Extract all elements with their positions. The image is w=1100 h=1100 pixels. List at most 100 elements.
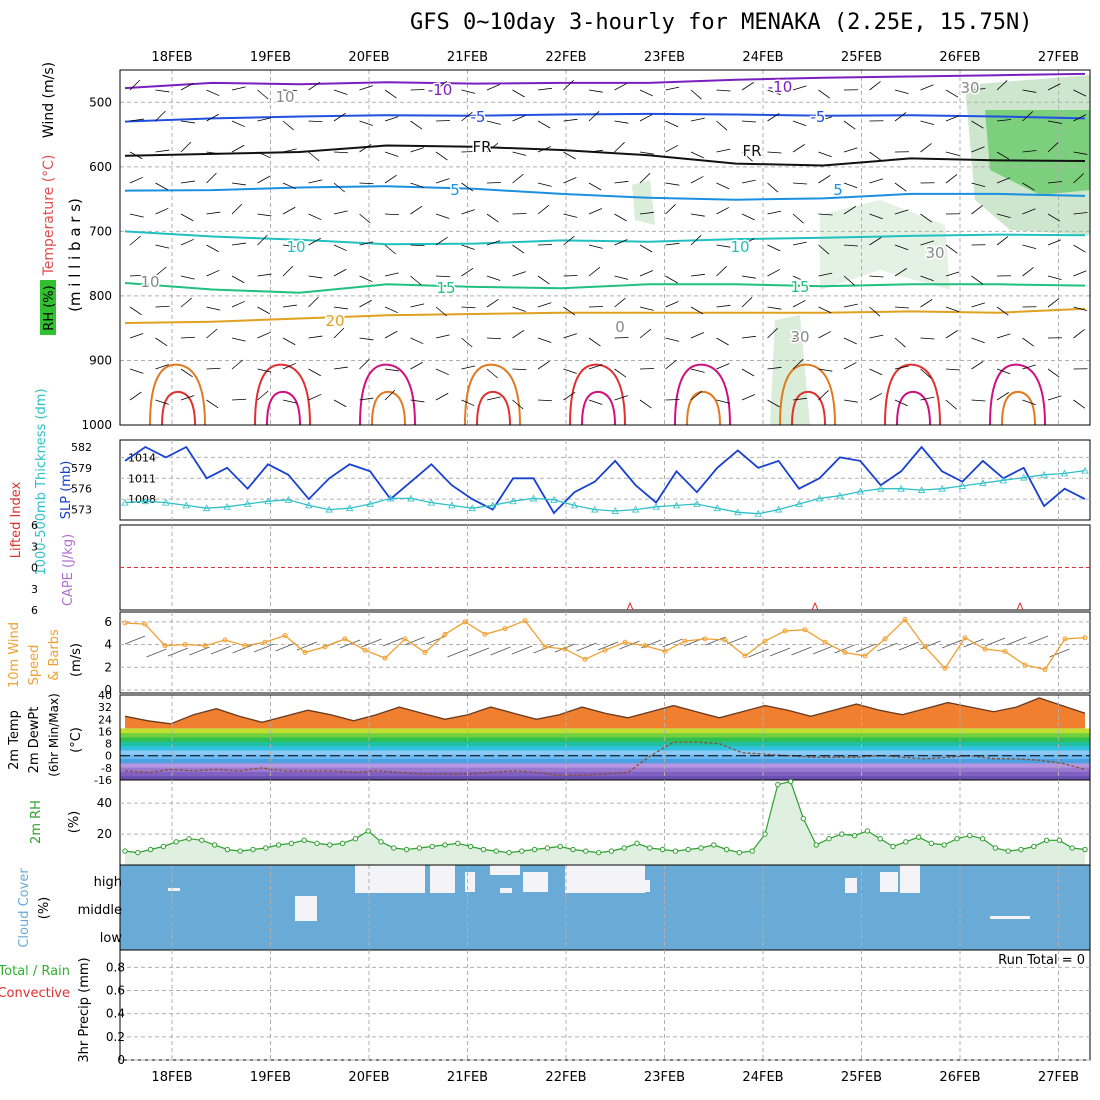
day-label-bottom: 23FEB — [644, 1070, 685, 1085]
dewpoint-line — [124, 741, 1086, 777]
wind-barb — [384, 306, 398, 314]
wind-barb — [690, 390, 703, 401]
wind-speed-marker — [142, 621, 148, 627]
pressure-tick: 700 — [89, 224, 112, 238]
isotherm-label: FR — [472, 138, 491, 156]
thickness-marker — [468, 504, 476, 512]
rh2m-unit: (%) — [67, 811, 82, 834]
wind-barb — [155, 244, 170, 249]
temp-color-band — [120, 762, 1090, 768]
wind-barb — [665, 359, 677, 370]
wind-barb — [435, 178, 450, 184]
surface-barb — [554, 643, 576, 653]
wind-barb — [920, 143, 932, 153]
slp-tick: 1014 — [128, 451, 156, 464]
warm-contour — [686, 390, 721, 426]
wind-barb — [410, 399, 425, 403]
wind-barb — [767, 269, 781, 277]
wind-barb — [537, 120, 551, 129]
day-label-top: 18FEB — [151, 50, 192, 65]
wind-speed-marker — [862, 653, 868, 659]
rh-marker — [1082, 846, 1088, 853]
rh-marker — [480, 846, 487, 853]
thickness-marker — [509, 497, 517, 505]
wind-barb — [384, 368, 399, 372]
slp-tick: 1008 — [128, 493, 156, 506]
wind-barb — [435, 236, 448, 246]
cloud-level-high: high — [94, 875, 122, 890]
wind-barb — [639, 399, 652, 409]
wind-barb — [180, 120, 195, 124]
cloud-axis-label: Cloud Cover — [17, 868, 32, 948]
rh-marker — [519, 848, 525, 854]
wind-barb — [512, 306, 526, 312]
wind-barb — [588, 337, 601, 347]
surface-barb — [1006, 636, 1027, 646]
warm-contour — [581, 390, 616, 426]
thickness-marker — [223, 502, 231, 510]
isotherm-FR — [124, 144, 1086, 167]
wind-barb — [716, 182, 730, 190]
thickness-marker — [999, 476, 1007, 484]
wind-barb — [206, 306, 221, 311]
wind-barb — [690, 89, 702, 100]
wind-barb — [869, 334, 884, 339]
cloud-gap — [880, 872, 898, 892]
wind-barb — [588, 266, 601, 277]
temp-color-band — [120, 741, 1090, 747]
day-label-top: 27FEB — [1038, 50, 1079, 65]
wind-barb — [282, 148, 297, 153]
wind-barb — [716, 337, 729, 346]
isotherm-label: 30 — [925, 244, 944, 262]
surface-barb — [490, 646, 511, 656]
wind-barb — [741, 82, 754, 91]
surface-barb — [855, 643, 877, 653]
lifted-tick: 3 — [31, 583, 38, 596]
wind-barb — [1047, 275, 1062, 281]
thickness-marker — [407, 494, 415, 502]
thickness-marker — [529, 494, 538, 502]
wind-barb — [741, 179, 756, 184]
wind-barb — [282, 399, 297, 404]
thickness-marker — [631, 505, 640, 513]
wind-barb — [1022, 208, 1036, 215]
thickness-line — [124, 469, 1086, 515]
wind-speed-marker — [422, 650, 428, 655]
rh-marker — [634, 840, 640, 847]
lifted-axis-label: Lifted Index — [9, 481, 24, 558]
wind-barb — [1047, 368, 1060, 378]
rh-marker — [723, 846, 730, 853]
rh-marker — [672, 848, 679, 854]
wind-barb — [435, 334, 450, 339]
wind-barb — [818, 151, 832, 158]
isotherm-label: 10 — [140, 273, 159, 291]
rh-marker — [659, 846, 666, 853]
wind-barb — [410, 303, 425, 308]
wind-barb — [308, 296, 319, 308]
wind-speed-marker — [882, 636, 888, 642]
rh-marker — [365, 828, 371, 834]
surface-barb — [597, 641, 619, 651]
wind-barb — [945, 115, 960, 122]
wind-speed-marker — [802, 627, 808, 633]
wind-barb — [359, 120, 373, 126]
wind-barbs — [129, 79, 1088, 410]
wind-barb — [869, 81, 881, 91]
wind-barb — [920, 240, 935, 246]
wind-barb — [410, 361, 423, 370]
warm-contour — [674, 363, 731, 426]
wind-barb — [945, 306, 960, 313]
wind-barb — [333, 399, 347, 408]
isotherm-label: -10 — [768, 78, 793, 96]
precip-frame — [119, 949, 1091, 1061]
rh-marker — [301, 837, 307, 843]
wind-barb — [257, 234, 268, 246]
wind-barb — [359, 241, 374, 246]
temp-tick: 32 — [98, 701, 112, 714]
wind-barb — [614, 180, 629, 184]
wind-barb — [588, 89, 603, 93]
wind-barb — [308, 151, 320, 162]
wind-barb — [665, 242, 680, 246]
isotherm-label: 10 — [730, 238, 749, 256]
surface-barb — [834, 644, 855, 654]
